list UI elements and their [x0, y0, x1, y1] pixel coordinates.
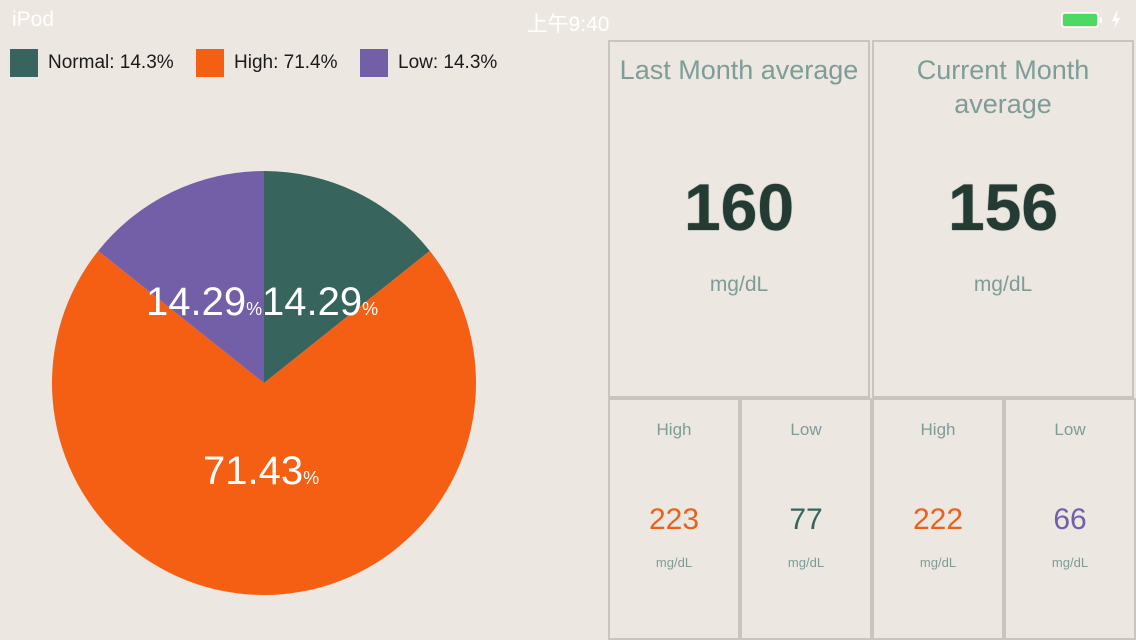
last-month-average-value: 160: [683, 170, 795, 244]
last-month-high-value: 223: [648, 503, 700, 536]
last-month-high-label: High: [656, 420, 692, 439]
last-month-unit: mg/dL: [709, 273, 769, 296]
current-month-unit: mg/dL: [973, 273, 1033, 296]
last-month-average-card: Last Month average 160 mg/dL: [608, 40, 870, 398]
status-time: 上午9:40: [526, 13, 610, 36]
pie-label-high-value: 71.43: [203, 449, 304, 493]
current-month-high-card: High 222 mg/dL: [872, 398, 1004, 640]
last-month-high-card: High 223 mg/dL: [608, 398, 740, 640]
pie-slice-normal: [264, 171, 430, 383]
pie-label-normal: 14.29%: [146, 280, 262, 325]
pie-label-normal-percent: %: [246, 299, 263, 319]
current-month-low-unit: mg/dL: [1051, 555, 1089, 570]
last-month-low-unit: mg/dL: [787, 555, 825, 570]
current-month-average-value: 156: [947, 170, 1059, 244]
current-month-low-value: 66: [1053, 503, 1087, 536]
pie-label-low-percent: %: [362, 299, 379, 319]
pie-chart: 14.29% 71.43% 14.29%: [0, 110, 560, 640]
legend-label-normal: Normal: 14.3%: [48, 52, 174, 73]
pie-label-low: 14.29%: [262, 280, 378, 325]
current-month-low-card: Low 66 mg/dL: [1004, 398, 1136, 640]
pie-slice-high: [51, 250, 476, 595]
glucose-summary: Last Month average 160 mg/dL Current Mon…: [608, 40, 1136, 640]
legend-swatch-normal: [10, 49, 38, 77]
legend-label-low: Low: 14.3%: [398, 52, 498, 73]
pie-label-high: 71.43%: [203, 449, 319, 494]
status-bar: iPod 上午9:40: [0, 0, 1136, 40]
current-month-high-value: 222: [912, 503, 964, 536]
pie-slice-low: [98, 171, 265, 383]
pie-chart-svg: [51, 171, 476, 595]
charging-bolt-icon: [1112, 11, 1120, 29]
last-month-low-value: 77: [789, 503, 823, 536]
current-month-average-card: Current Month average 156 mg/dL: [872, 40, 1134, 398]
last-month-low-label: Low: [790, 420, 822, 439]
legend-swatch-high: [196, 49, 224, 77]
last-month-high-unit: mg/dL: [655, 555, 693, 570]
current-month-title: Current Month average: [916, 55, 1090, 119]
current-month-high-unit: mg/dL: [919, 555, 957, 570]
legend-label-high: High: 71.4%: [234, 52, 338, 73]
current-month-high-label: High: [920, 420, 956, 439]
device-name: iPod: [12, 8, 55, 31]
last-month-title: Last Month average: [619, 55, 859, 85]
battery-icon: [1061, 12, 1102, 28]
legend-swatch-low: [360, 49, 388, 77]
last-month-low-card: Low 77 mg/dL: [740, 398, 872, 640]
pie-label-normal-value: 14.29: [146, 280, 247, 324]
current-month-low-label: Low: [1054, 420, 1086, 439]
pie-label-low-value: 14.29: [262, 280, 363, 324]
pie-label-high-percent: %: [303, 468, 320, 488]
